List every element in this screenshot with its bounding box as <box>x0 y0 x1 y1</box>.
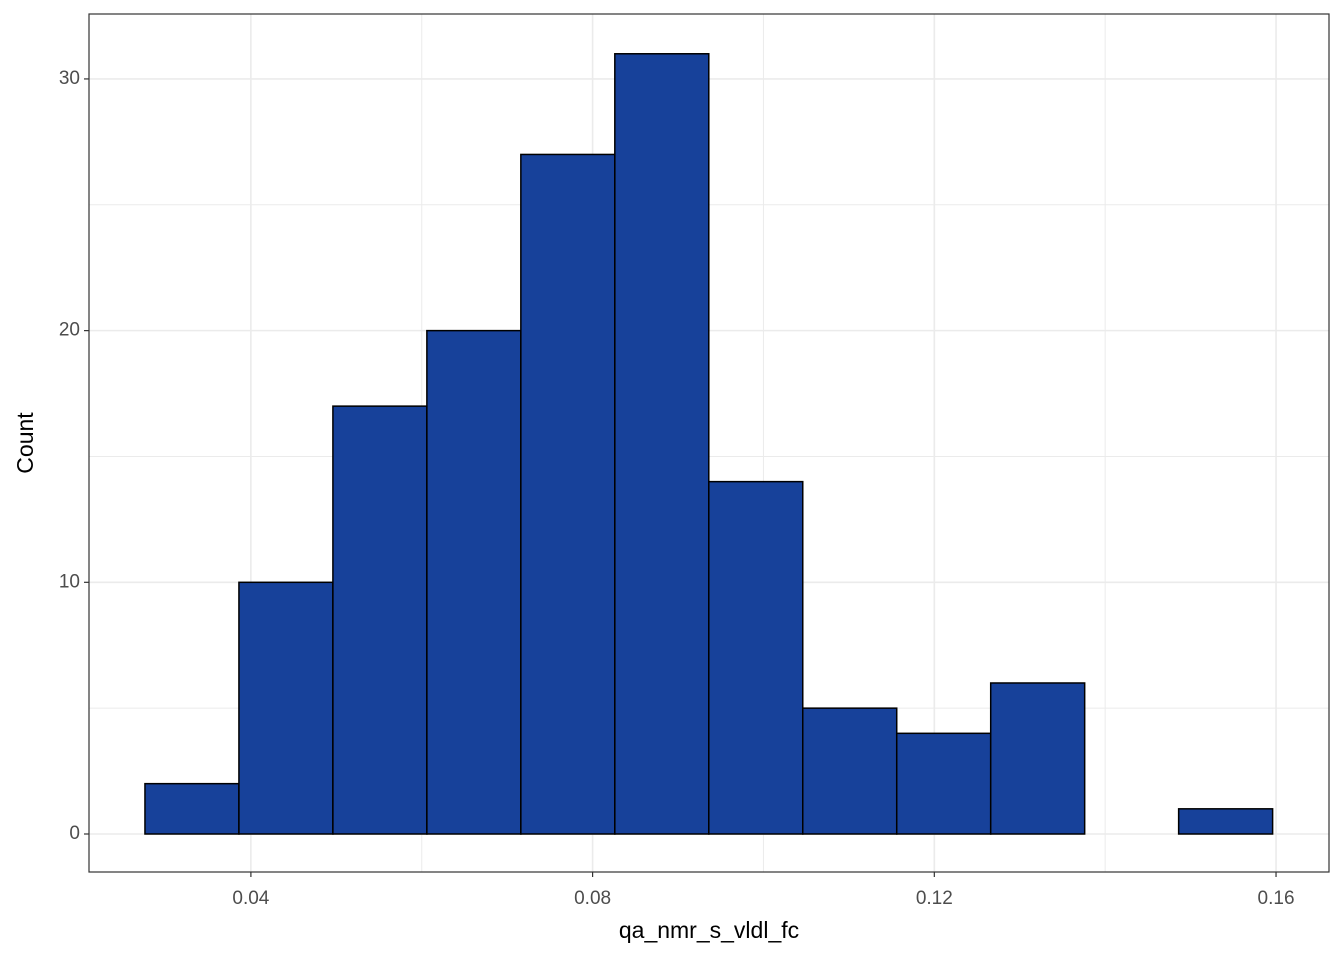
bar <box>144 782 240 835</box>
bar <box>332 405 428 835</box>
y-tick-label: 10 <box>59 571 80 592</box>
bar <box>238 581 334 835</box>
bar <box>802 707 898 835</box>
bar <box>989 682 1086 835</box>
y-axis-title: Count <box>12 412 38 474</box>
x-tick-label: 0.16 <box>1258 888 1295 909</box>
bar <box>708 480 804 835</box>
x-tick-label: 0.04 <box>232 888 269 909</box>
bar <box>426 329 522 835</box>
x-tick-label: 0.12 <box>916 888 953 909</box>
y-tick-label: 20 <box>59 320 80 341</box>
x-tick-label: 0.08 <box>574 888 611 909</box>
x-axis-title: qa_nmr_s_vldl_fc <box>619 917 799 943</box>
bar <box>614 53 710 835</box>
y-tick-label: 0 <box>69 823 80 844</box>
y-tick-label: 30 <box>59 68 80 89</box>
bar <box>895 732 992 835</box>
panel-border <box>88 13 1330 873</box>
bar <box>1177 808 1274 835</box>
bar <box>520 153 616 835</box>
